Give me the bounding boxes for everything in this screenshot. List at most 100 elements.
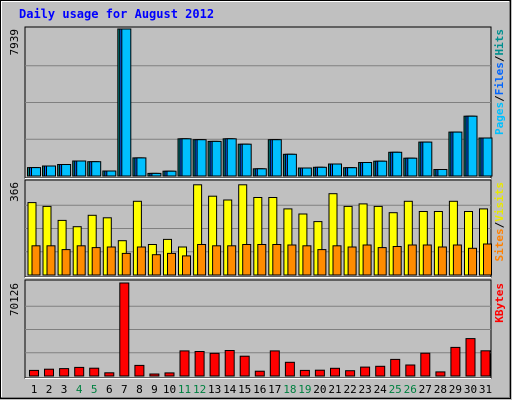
bar-kbytes-s0-day7 bbox=[119, 282, 130, 377]
bar-kbytes-s0-day30 bbox=[465, 338, 476, 377]
bar-hits-s2-day20 bbox=[316, 166, 327, 177]
bar-visits-s1-day10 bbox=[167, 252, 176, 276]
bar-kbytes-s0-day16 bbox=[254, 370, 265, 377]
bar-kbytes-s0-day11 bbox=[179, 350, 190, 377]
x-tick-label-day7: 7 bbox=[121, 383, 128, 396]
bar-kbytes-s0-day18 bbox=[284, 361, 295, 377]
bar-hits-s2-day3 bbox=[61, 164, 72, 177]
bar-hits-s2-day12 bbox=[196, 139, 207, 177]
bar-visits-s1-day5 bbox=[91, 247, 101, 276]
bar-visits-s1-day11 bbox=[182, 255, 191, 276]
bar-hits-s2-day30 bbox=[467, 115, 478, 177]
chart-title: Daily usage for August 2012 bbox=[19, 7, 214, 21]
bar-hits-s2-day29 bbox=[452, 131, 463, 177]
bar-visits-s1-day22 bbox=[347, 246, 357, 276]
bar-hits-s2-day31 bbox=[482, 137, 493, 177]
bar-kbytes-s0-day24 bbox=[375, 365, 386, 377]
bar-hits-s2-day16 bbox=[256, 168, 267, 177]
bar-kbytes-s0-day31 bbox=[480, 350, 491, 377]
bar-hits-s2-day23 bbox=[362, 162, 373, 177]
axis-label-part: / bbox=[493, 221, 506, 228]
axis-label-visits: Sites/Visits bbox=[493, 182, 506, 262]
bar-visits-s1-day19 bbox=[302, 245, 312, 276]
bar-visits-s1-day24 bbox=[377, 247, 387, 276]
bar-hits-s2-day10 bbox=[166, 170, 177, 177]
bar-kbytes-s0-day29 bbox=[450, 346, 461, 377]
bar-kbytes-s0-day17 bbox=[269, 350, 280, 377]
bar-visits-s1-day21 bbox=[332, 245, 342, 276]
axis-label-part: KBytes bbox=[493, 283, 506, 323]
bar-visits-s1-day1 bbox=[31, 245, 41, 276]
x-tick-label-day20: 20 bbox=[313, 383, 326, 396]
x-tick-label-day6: 6 bbox=[106, 383, 113, 396]
bar-visits-s1-day13 bbox=[212, 245, 222, 276]
bar-hits-s2-day27 bbox=[422, 141, 433, 177]
bar-hits-s2-day22 bbox=[347, 167, 358, 177]
bar-hits-s2-day11 bbox=[181, 138, 192, 177]
axis-label-part: Sites bbox=[493, 228, 506, 261]
bar-visits-s1-day4 bbox=[76, 245, 86, 276]
bar-kbytes-s0-day4 bbox=[74, 366, 85, 377]
bar-hits-s2-day21 bbox=[332, 163, 342, 177]
x-tick-label-day14: 14 bbox=[223, 383, 237, 396]
bar-kbytes-s0-day23 bbox=[360, 366, 371, 377]
bar-hits-s2-day5 bbox=[91, 161, 102, 177]
bar-hits-s2-day2 bbox=[46, 165, 56, 177]
x-tick-label-day30: 30 bbox=[464, 383, 477, 396]
x-tick-label-day3: 3 bbox=[61, 383, 68, 396]
bar-visits-s1-day7 bbox=[121, 252, 131, 276]
bar-kbytes-s0-day20 bbox=[314, 369, 325, 377]
bar-kbytes-s0-day6 bbox=[104, 372, 115, 377]
axis-label-kbytes: KBytes bbox=[493, 283, 506, 323]
x-tick-label-day9: 9 bbox=[151, 383, 158, 396]
bar-visits-s1-day2 bbox=[46, 245, 56, 276]
bar-visits-s1-day12 bbox=[197, 244, 207, 276]
axis-label-part: Visits bbox=[493, 182, 506, 222]
max-label-kbytes: 70126 bbox=[8, 283, 21, 316]
bar-kbytes-s0-day27 bbox=[420, 352, 431, 377]
bar-kbytes-s0-day5 bbox=[89, 367, 100, 377]
axis-label-hits: Pages/Files/Hits bbox=[493, 29, 506, 135]
bar-visits-s1-day8 bbox=[136, 246, 146, 276]
x-tick-label-day8: 8 bbox=[136, 383, 143, 396]
panel-visits: 366 Sites/Visits bbox=[8, 179, 506, 278]
bar-kbytes-s0-day10 bbox=[164, 372, 175, 377]
x-tick-label-day16: 16 bbox=[253, 383, 266, 396]
bar-visits-s1-day16 bbox=[257, 244, 267, 276]
x-tick-label-day24: 24 bbox=[374, 383, 388, 396]
bar-visits-s1-day20 bbox=[317, 249, 327, 276]
bar-hits-s2-day8 bbox=[136, 157, 147, 177]
bar-kbytes-s0-day12 bbox=[194, 351, 205, 377]
panel-kbytes: 70126 KBytes bbox=[8, 279, 506, 379]
bar-visits-s1-day15 bbox=[242, 244, 252, 276]
bar-hits-s2-day1 bbox=[31, 167, 41, 177]
bar-kbytes-s0-day26 bbox=[405, 364, 416, 377]
x-tick-label-day10: 10 bbox=[163, 383, 176, 396]
x-tick-label-day23: 23 bbox=[358, 383, 371, 396]
x-tick-label-day29: 29 bbox=[449, 383, 462, 396]
x-tick-label-day5: 5 bbox=[91, 383, 98, 396]
axis-label-part: / bbox=[493, 95, 506, 102]
x-tick-label-day12: 12 bbox=[193, 383, 206, 396]
bar-hits-s2-day25 bbox=[392, 151, 403, 177]
x-tick-label-day17: 17 bbox=[268, 383, 281, 396]
x-tick-label-day22: 22 bbox=[343, 383, 356, 396]
bar-hits-s2-day9 bbox=[151, 172, 162, 177]
bar-kbytes-s0-day3 bbox=[59, 368, 70, 377]
bar-kbytes-s0-day15 bbox=[239, 355, 250, 377]
bar-hits-s2-day13 bbox=[211, 140, 222, 177]
bar-hits-s2-day15 bbox=[241, 143, 252, 177]
x-tick-label-day15: 15 bbox=[238, 383, 251, 396]
bar-hits-s2-day7 bbox=[121, 28, 132, 177]
bar-kbytes-s0-day14 bbox=[224, 350, 235, 377]
bar-visits-s1-day17 bbox=[272, 244, 282, 276]
bar-kbytes-s0-day13 bbox=[209, 352, 220, 377]
bar-visits-s1-day18 bbox=[287, 244, 297, 276]
bar-visits-s1-day6 bbox=[106, 246, 116, 276]
x-tick-label-day25: 25 bbox=[389, 383, 402, 396]
x-tick-label-day27: 27 bbox=[419, 383, 432, 396]
bar-kbytes-s0-day25 bbox=[390, 358, 401, 377]
